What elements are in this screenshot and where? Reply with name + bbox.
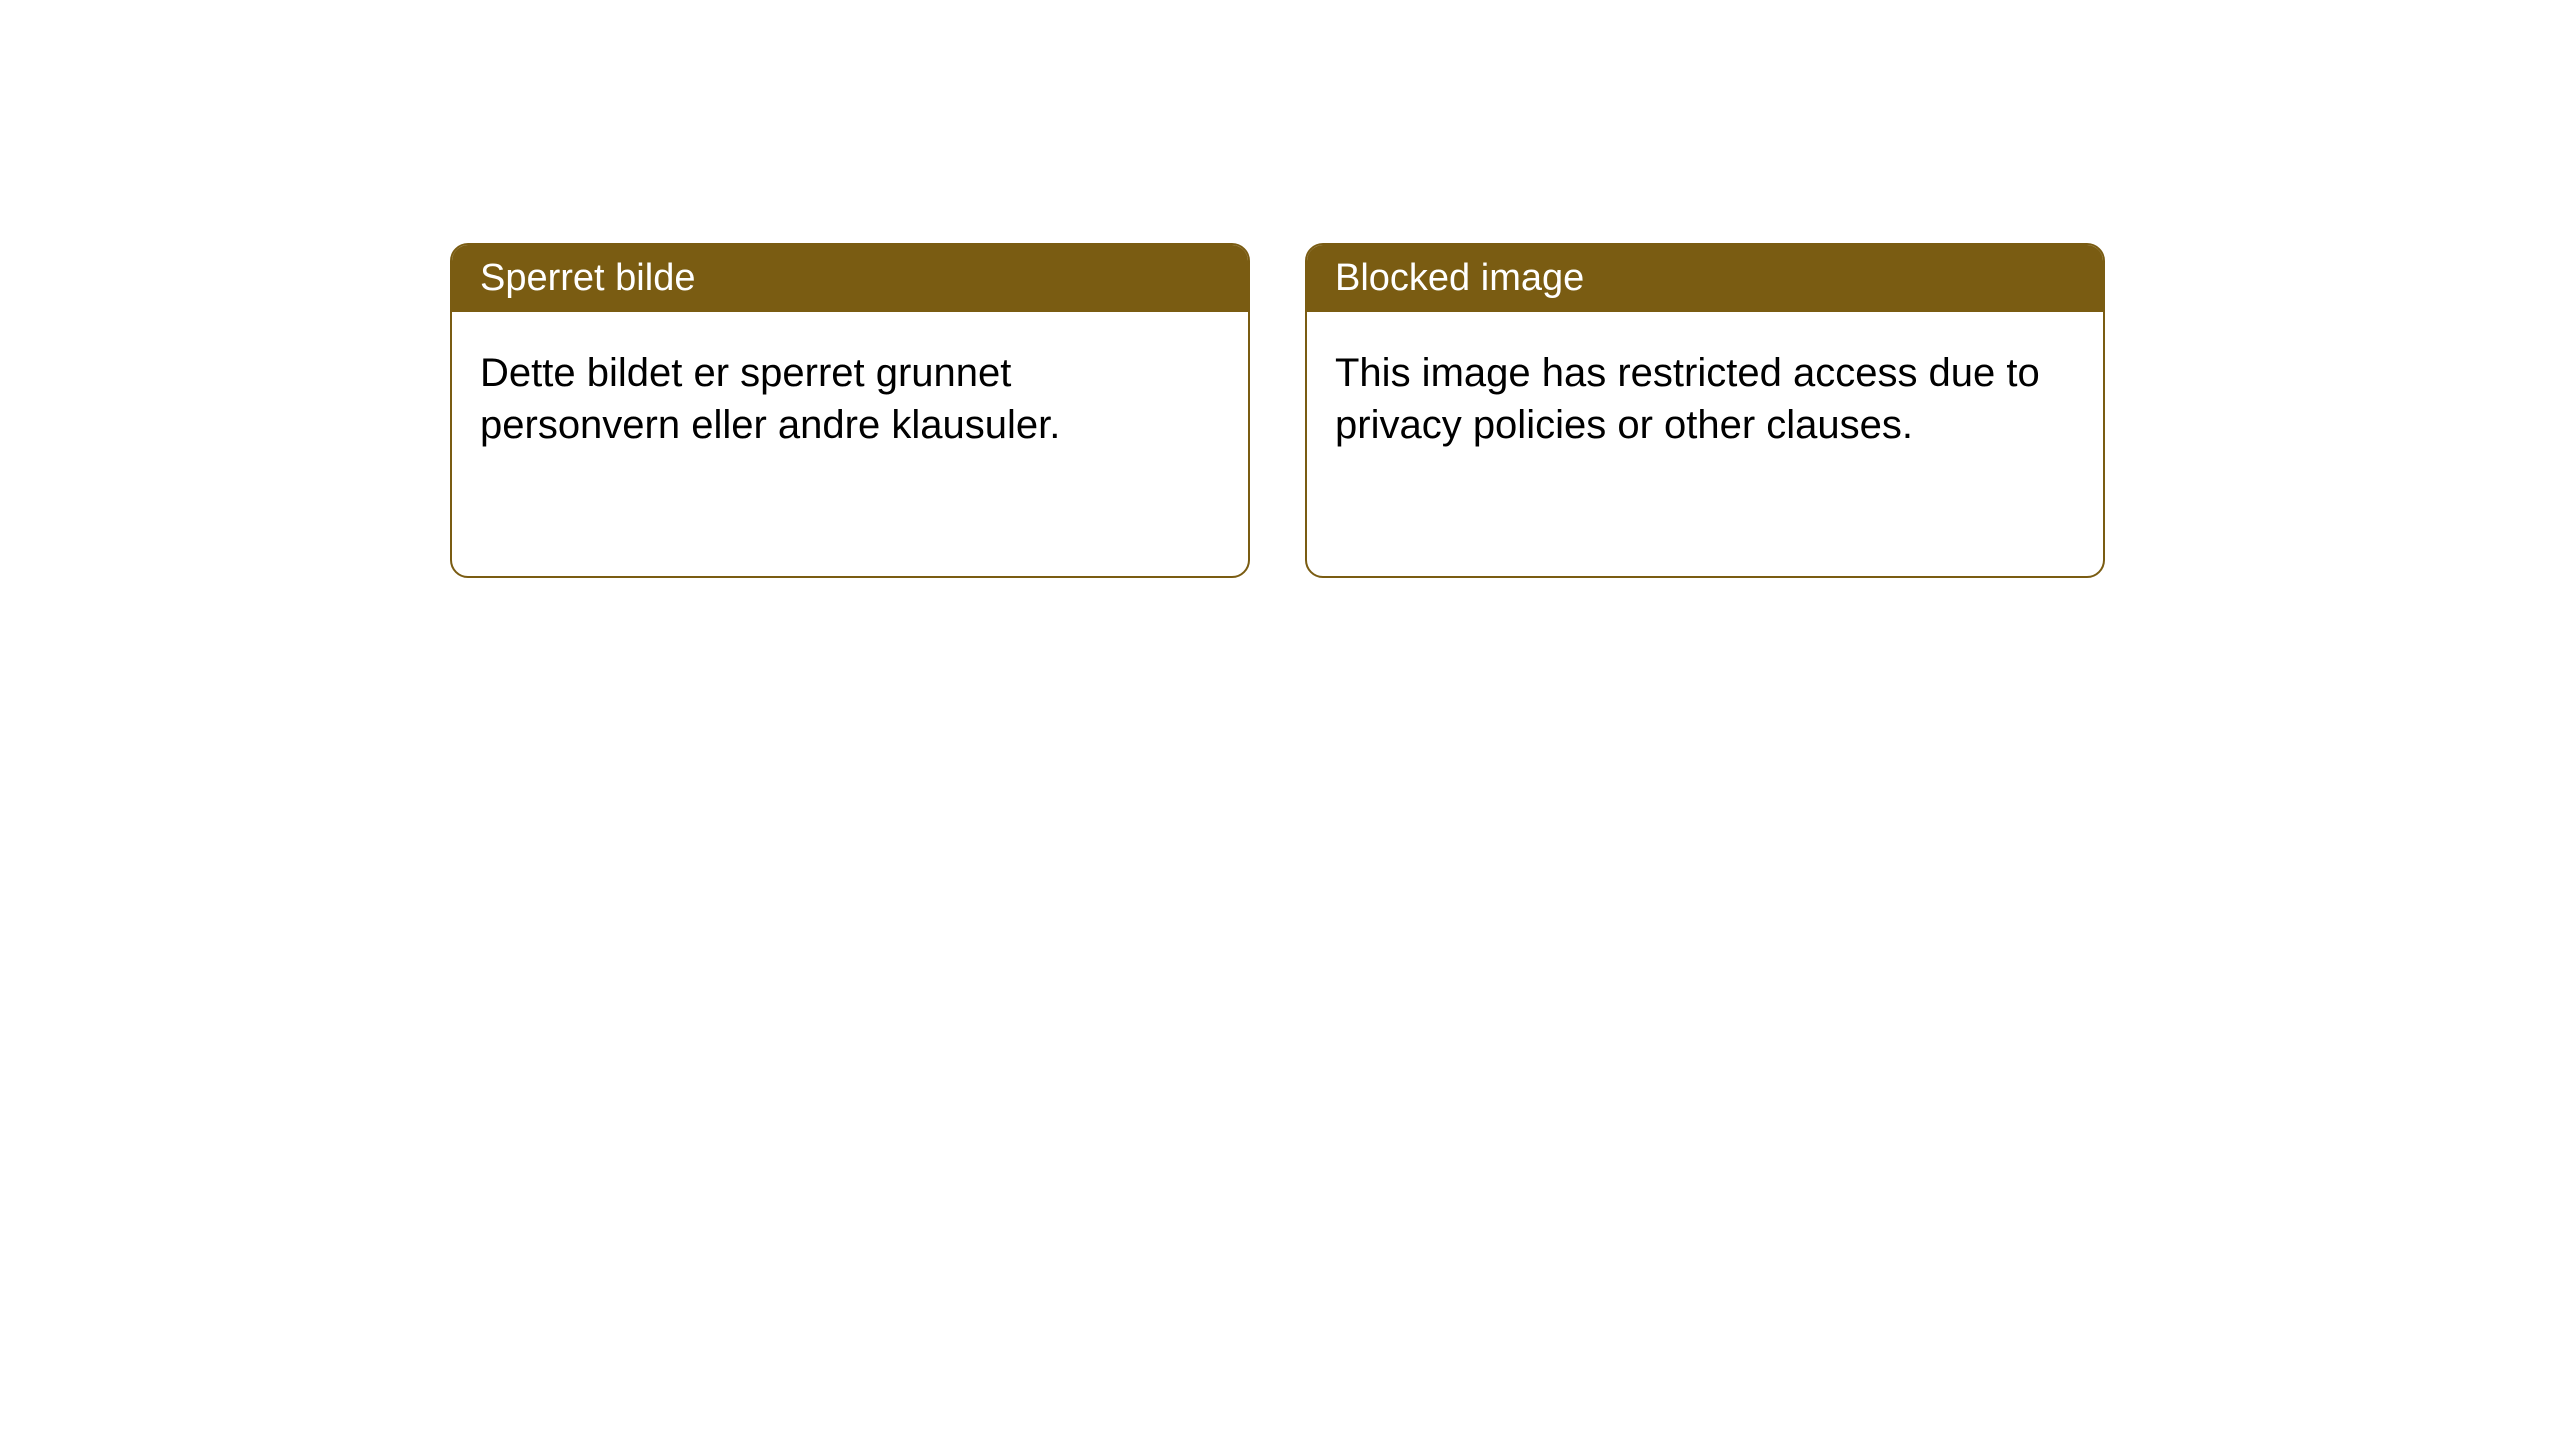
card-message: Dette bildet er sperret grunnet personve… xyxy=(480,351,1060,447)
card-title: Sperret bilde xyxy=(480,257,695,299)
card-title: Blocked image xyxy=(1335,257,1584,299)
card-body-english: This image has restricted access due to … xyxy=(1307,312,2103,486)
card-message: This image has restricted access due to … xyxy=(1335,351,2040,447)
card-header-english: Blocked image xyxy=(1307,245,2103,312)
notice-card-english: Blocked image This image has restricted … xyxy=(1305,243,2105,578)
card-body-norwegian: Dette bildet er sperret grunnet personve… xyxy=(452,312,1248,486)
notice-card-norwegian: Sperret bilde Dette bildet er sperret gr… xyxy=(450,243,1250,578)
notice-cards-container: Sperret bilde Dette bildet er sperret gr… xyxy=(450,243,2105,578)
card-header-norwegian: Sperret bilde xyxy=(452,245,1248,312)
